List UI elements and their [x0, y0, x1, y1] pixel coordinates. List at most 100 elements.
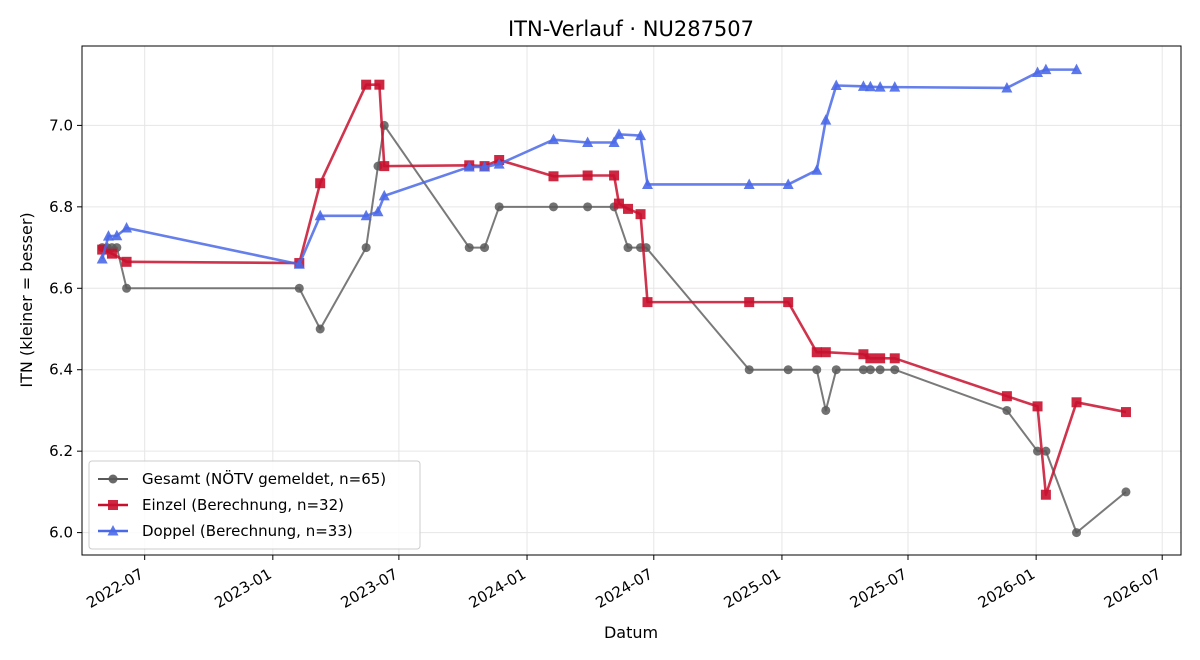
series-2 — [96, 63, 1083, 269]
data-point — [865, 365, 875, 375]
data-point — [865, 353, 876, 364]
data-point — [858, 349, 869, 360]
y-tick-label: 6.6 — [49, 279, 73, 297]
legend-marker — [108, 500, 118, 510]
data-point — [782, 178, 794, 189]
data-point — [613, 198, 624, 209]
data-point — [811, 164, 823, 175]
data-point — [361, 243, 371, 253]
y-tick-label: 7.0 — [49, 116, 73, 134]
data-point — [547, 133, 559, 145]
data-point — [122, 283, 132, 293]
data-point — [811, 347, 822, 358]
data-point — [821, 405, 831, 415]
series-1 — [97, 79, 1131, 500]
data-point — [493, 158, 505, 169]
series-0 — [97, 120, 1131, 538]
legend-marker — [107, 525, 119, 536]
data-point — [608, 136, 620, 148]
x-tick-label: 2026-07 — [1101, 565, 1164, 612]
x-tick-label: 2024-01 — [466, 565, 529, 612]
data-point — [372, 205, 384, 217]
data-point — [875, 365, 885, 375]
data-point — [121, 256, 132, 267]
data-point — [294, 283, 304, 293]
legend-label: Gesamt (NÖTV gemeldet, n=65) — [142, 469, 386, 488]
data-point — [315, 324, 325, 334]
legend-item: Einzel (Berechnung, n=32) — [98, 496, 344, 514]
data-point — [820, 347, 831, 358]
x-tick-label: 2023-01 — [212, 565, 275, 612]
data-point — [783, 297, 794, 308]
data-point — [97, 244, 108, 255]
data-point — [783, 365, 793, 375]
data-point — [874, 81, 886, 92]
data-point — [1120, 407, 1131, 418]
data-point — [1001, 81, 1013, 93]
data-point — [111, 229, 123, 241]
data-point — [102, 230, 114, 241]
chart-title: ITN-Verlauf · NU287507 — [508, 17, 754, 41]
legend-label: Doppel (Berechnung, n=33) — [142, 522, 353, 540]
data-point — [1033, 446, 1043, 456]
data-point — [857, 80, 869, 91]
y-axis-title: ITN (kleiner = besser) — [17, 212, 36, 387]
data-point — [1072, 528, 1082, 538]
data-point — [1040, 63, 1052, 75]
legend-box — [88, 460, 421, 550]
data-point — [812, 365, 822, 375]
legend-label: Einzel (Berechnung, n=32) — [142, 496, 344, 514]
data-point — [864, 80, 876, 92]
data-point — [1071, 397, 1082, 408]
data-point — [613, 128, 625, 139]
x-axis-title: Datum — [604, 623, 658, 642]
data-point — [635, 209, 646, 220]
data-point — [1040, 489, 1051, 500]
data-point — [361, 79, 372, 90]
legend-item: Gesamt (NÖTV gemeldet, n=65) — [98, 469, 386, 488]
data-point — [106, 248, 117, 259]
data-point — [315, 178, 326, 189]
series-layer — [96, 63, 1131, 538]
data-point — [1002, 405, 1012, 415]
data-point — [875, 353, 886, 364]
data-point — [463, 160, 475, 172]
data-point — [1121, 487, 1131, 497]
y-tick-label: 6.4 — [49, 361, 73, 379]
data-point — [479, 160, 491, 172]
data-point — [293, 258, 305, 269]
data-point — [583, 202, 593, 212]
data-point — [743, 178, 755, 189]
data-point — [582, 170, 593, 181]
data-point — [889, 81, 901, 92]
data-point — [480, 243, 490, 253]
data-point — [1001, 391, 1012, 402]
x-tick-label: 2025-07 — [847, 565, 910, 612]
data-point — [623, 203, 634, 214]
legend-marker — [108, 474, 118, 484]
data-point — [820, 114, 832, 125]
y-tick-label: 6.2 — [49, 442, 73, 460]
y-tick-label: 6.0 — [49, 524, 73, 542]
data-point — [314, 209, 326, 221]
data-point — [1032, 66, 1044, 77]
data-point — [858, 365, 868, 375]
x-tick-label: 2023-07 — [338, 565, 401, 612]
data-point — [623, 243, 633, 253]
data-point — [642, 297, 653, 308]
data-point — [464, 243, 474, 253]
x-tick-label: 2024-07 — [592, 565, 655, 612]
data-point — [360, 209, 372, 221]
data-point — [379, 161, 390, 172]
data-point — [642, 178, 654, 189]
data-point — [96, 252, 108, 264]
data-point — [374, 79, 385, 90]
data-point — [1041, 446, 1051, 456]
data-point — [494, 202, 504, 212]
data-point — [378, 189, 390, 201]
data-point — [548, 171, 559, 182]
data-point — [744, 365, 754, 375]
data-point — [831, 365, 841, 375]
